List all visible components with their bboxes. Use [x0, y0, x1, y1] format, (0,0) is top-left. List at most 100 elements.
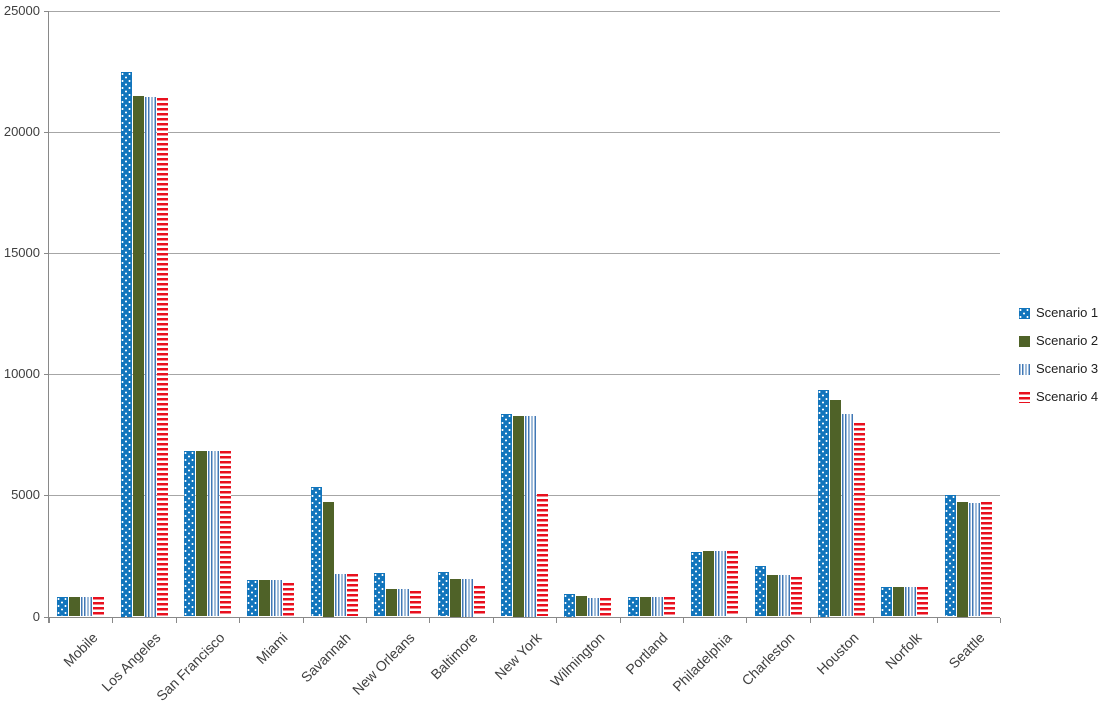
- bar-scenario-3: [841, 414, 854, 617]
- x-tick-mark: [492, 617, 494, 623]
- bar-scenario-3: [271, 580, 283, 617]
- bar-scenario-1: [881, 587, 893, 617]
- bar-scenario-1: [564, 593, 576, 617]
- x-tick-mark: [366, 617, 367, 623]
- bar-scenario-2: [132, 95, 144, 617]
- bar-scenario-2: [829, 399, 842, 617]
- x-axis: [48, 616, 1000, 618]
- bar-scenario-4: [536, 494, 549, 617]
- bar-scenario-1: [374, 572, 386, 617]
- bar-scenario-1: [817, 390, 830, 617]
- bar-scenario-3: [588, 598, 600, 617]
- bar-scenario-4: [156, 98, 168, 617]
- bar-scenario-4: [346, 574, 358, 617]
- bar-scenario-2: [322, 501, 334, 617]
- x-tick-mark: [429, 617, 431, 623]
- bar-scenario-1: [691, 552, 703, 617]
- y-tick-label: 0: [32, 608, 40, 624]
- bar-scenario-2: [69, 597, 81, 617]
- bar-scenario-2: [259, 580, 271, 617]
- legend-label: Scenario 2: [1036, 333, 1099, 348]
- bar-scenario-3: [334, 574, 346, 617]
- y-axis: [48, 11, 49, 623]
- y-tick-label: 20000: [3, 124, 40, 140]
- bar-scenario-4: [473, 586, 485, 617]
- legend-item: Scenario 1: [1019, 299, 1098, 327]
- y-tick-label: 10000: [3, 366, 40, 382]
- x-tick-mark: [1000, 617, 1001, 623]
- bar-scenario-2: [386, 588, 398, 617]
- x-tick-mark: [556, 617, 558, 623]
- bar-scenario-4: [283, 582, 295, 617]
- bar-scenario-4: [600, 598, 612, 617]
- bar-scenario-3: [81, 597, 93, 617]
- legend-label: Scenario 4: [1036, 389, 1099, 404]
- bar-scenario-2: [893, 587, 905, 617]
- bar-scenario-2: [639, 597, 651, 617]
- bar-scenario-1: [247, 580, 259, 617]
- gridline: [49, 495, 1000, 497]
- y-tick-label: 25000: [3, 3, 40, 18]
- x-tick-mark: [239, 617, 241, 623]
- gridline: [49, 11, 1000, 12]
- bar-scenario-4: [727, 551, 739, 617]
- y-tick-mark: [44, 616, 48, 618]
- bar-scenario-4: [93, 597, 105, 617]
- legend-item: Scenario 2: [1019, 327, 1098, 355]
- gridline: [49, 132, 1000, 134]
- x-tick-mark: [873, 617, 875, 623]
- bar-scenario-4: [790, 576, 802, 617]
- x-tick-mark: [302, 617, 304, 623]
- bar-scenario-1: [57, 597, 69, 617]
- bar-scenario-3: [398, 588, 410, 617]
- legend-swatch-icon: [1019, 307, 1030, 319]
- gridline: [49, 374, 1000, 376]
- bar-scenario-3: [968, 502, 980, 617]
- y-tick-mark: [44, 11, 48, 12]
- bar-scenario-4: [410, 591, 422, 617]
- bar-scenario-1: [437, 571, 449, 617]
- bar-scenario-3: [715, 551, 727, 617]
- bar-scenario-1: [310, 486, 322, 617]
- y-tick-mark: [44, 495, 48, 497]
- bar-scenario-4: [853, 422, 866, 617]
- bar-scenario-2: [195, 450, 208, 617]
- bar-scenario-4: [917, 587, 929, 617]
- bar-scenario-2: [766, 575, 778, 617]
- bar-scenario-1: [627, 597, 639, 617]
- bar-scenario-3: [144, 97, 156, 617]
- bar-scenario-3: [524, 415, 537, 617]
- bar-scenario-2: [576, 595, 588, 617]
- legend-swatch-icon: [1019, 391, 1030, 403]
- bar-scenario-2: [512, 415, 525, 617]
- bar-scenario-1: [754, 565, 766, 617]
- legend-swatch-icon: [1019, 335, 1030, 347]
- x-tick-mark: [809, 617, 811, 623]
- legend: Scenario 1 Scenario 2 Scenario 3 Scenario 4: [1019, 299, 1098, 411]
- x-tick-mark: [746, 617, 748, 623]
- x-tick-mark: [112, 617, 114, 623]
- y-tick-label: 5000: [11, 487, 40, 503]
- gridline: [49, 253, 1000, 255]
- x-category-label: Mobile: [59, 629, 101, 670]
- bar-scenario-4: [219, 450, 232, 617]
- bar-scenario-1: [120, 71, 132, 617]
- bar-scenario-3: [461, 579, 473, 617]
- bar-scenario-3: [207, 450, 220, 617]
- bar-scenario-2: [703, 551, 715, 617]
- y-tick-label: 15000: [3, 245, 40, 261]
- bar-scenario-3: [905, 587, 917, 617]
- y-tick-mark: [44, 374, 48, 376]
- bar-scenario-2: [449, 579, 461, 617]
- bar-scenario-2: [956, 501, 968, 617]
- y-tick-mark: [44, 132, 48, 134]
- legend-swatch-icon: [1019, 363, 1030, 375]
- x-tick-mark: [683, 617, 684, 623]
- bar-scenario-1: [500, 414, 513, 617]
- legend-label: Scenario 1: [1036, 305, 1099, 320]
- x-tick-mark: [49, 617, 50, 623]
- x-tick-mark: [936, 617, 938, 623]
- bar-scenario-4: [980, 501, 992, 617]
- bar-scenario-3: [778, 575, 790, 617]
